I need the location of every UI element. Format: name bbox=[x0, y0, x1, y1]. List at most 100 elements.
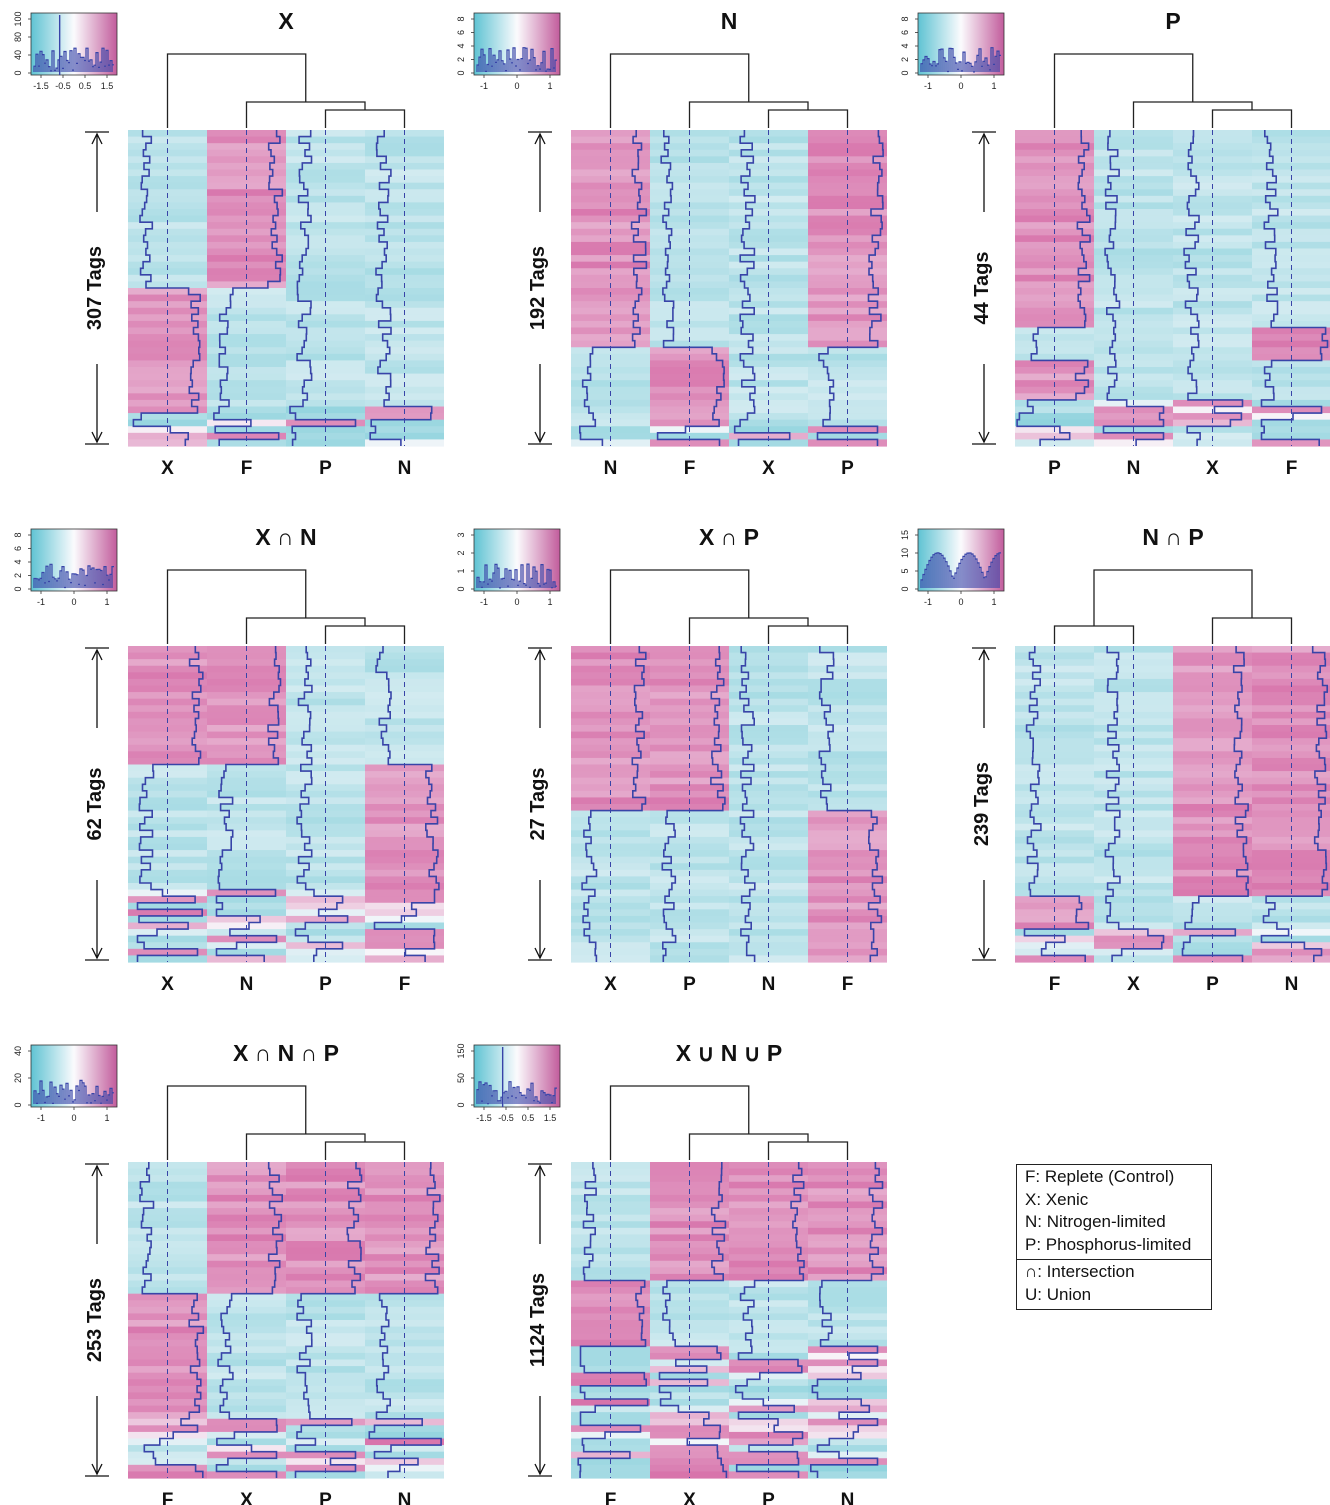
heatmap-cell bbox=[650, 1451, 729, 1459]
key-ytick-label: 0 bbox=[900, 586, 910, 591]
heatmap-cell bbox=[1015, 215, 1094, 223]
heatmap-cell bbox=[286, 215, 365, 223]
heatmap-cell bbox=[808, 1425, 887, 1433]
heatmap-cell bbox=[729, 955, 808, 963]
heatmap-cell bbox=[808, 1352, 887, 1361]
heatmap-cell bbox=[128, 804, 207, 812]
tag-arrow-head bbox=[534, 1463, 546, 1476]
heatmap-cell bbox=[207, 705, 286, 713]
heatmap-cell bbox=[286, 413, 365, 421]
key-ytick-label: 15 bbox=[900, 530, 910, 540]
heatmap-cell bbox=[207, 1346, 286, 1354]
legend-entry-union: U: Union bbox=[1025, 1284, 1092, 1304]
heatmap-cell bbox=[729, 340, 808, 348]
heatmap-cell bbox=[1015, 320, 1094, 329]
heatmap-cell bbox=[1015, 169, 1094, 177]
heatmap-cell bbox=[1094, 929, 1173, 937]
heatmap-cell bbox=[1173, 288, 1252, 296]
heatmap-cell bbox=[286, 1300, 365, 1308]
heatmap-cell bbox=[571, 189, 650, 197]
heatmap-cell bbox=[207, 195, 286, 204]
heatmap-cell bbox=[1015, 222, 1094, 230]
heatmap-cell bbox=[729, 830, 808, 838]
heatmap-cell bbox=[571, 1352, 650, 1361]
heatmap-cell bbox=[365, 1346, 444, 1354]
heatmap-cell bbox=[207, 883, 286, 891]
heatmap-cell bbox=[128, 314, 207, 322]
heatmap-cell bbox=[729, 1471, 808, 1479]
heatmap-cell bbox=[808, 731, 887, 739]
column-trace bbox=[581, 646, 647, 962]
key-ytick-label: 0 bbox=[456, 1102, 466, 1107]
heatmap-cell bbox=[207, 1471, 286, 1479]
heatmap-cell bbox=[650, 659, 729, 667]
column-label: F bbox=[1049, 974, 1061, 995]
key-xtick-label: 0 bbox=[71, 1113, 76, 1123]
heatmap-cell bbox=[650, 784, 729, 792]
heatmap-cell bbox=[571, 288, 650, 296]
heatmap-cell bbox=[571, 294, 650, 302]
heatmap-cell bbox=[571, 665, 650, 673]
heatmap-cell bbox=[571, 830, 650, 838]
heatmap-cell bbox=[571, 955, 650, 963]
column-label: F bbox=[842, 974, 854, 995]
heatmap-cell bbox=[1094, 294, 1173, 302]
panel-title: N ∩ P bbox=[1142, 524, 1203, 550]
heatmap-cell bbox=[571, 929, 650, 937]
panel-title: N bbox=[721, 8, 738, 34]
heatmap-cell bbox=[808, 1280, 887, 1288]
heatmap-cell bbox=[207, 902, 286, 910]
heatmap-cell bbox=[207, 665, 286, 673]
heatmap-cell bbox=[365, 241, 444, 250]
heatmap-cell bbox=[128, 294, 207, 302]
heatmap-cell bbox=[1015, 413, 1094, 421]
column-trace bbox=[294, 1162, 363, 1478]
heatmap-cell bbox=[128, 1418, 207, 1426]
dendrogram-branch bbox=[1093, 569, 1253, 626]
column-trace bbox=[132, 130, 201, 446]
dendrogram-branch bbox=[1132, 101, 1253, 128]
heatmap-cell bbox=[286, 268, 365, 276]
heatmap-cell bbox=[650, 1372, 729, 1380]
heatmap-cell bbox=[128, 836, 207, 845]
column-label: P bbox=[319, 974, 332, 995]
heatmap-cell bbox=[571, 1201, 650, 1209]
column-trace bbox=[136, 646, 204, 962]
heatmap-cell bbox=[729, 705, 808, 713]
column-trace bbox=[818, 646, 884, 962]
heatmap-cell bbox=[207, 149, 286, 157]
heatmap-cell bbox=[808, 419, 887, 427]
heatmap-cell bbox=[571, 902, 650, 910]
heatmap-cell bbox=[1173, 836, 1252, 845]
heatmap-cell bbox=[1015, 340, 1094, 348]
heatmap-cell bbox=[729, 1326, 808, 1334]
heatmap-cell bbox=[1252, 665, 1330, 673]
heatmap-cell bbox=[1094, 367, 1173, 375]
heatmap-cell bbox=[365, 1352, 444, 1361]
heatmap-cell bbox=[650, 1320, 729, 1328]
column-trace bbox=[816, 130, 884, 446]
heatmap-cell bbox=[207, 738, 286, 746]
heatmap-cell bbox=[1094, 386, 1173, 394]
heatmap-cell bbox=[1094, 149, 1173, 157]
heatmap-cell bbox=[650, 195, 729, 204]
heatmap-cell bbox=[286, 902, 365, 910]
key-xtick-label: 1.5 bbox=[101, 81, 114, 91]
column-label: X bbox=[683, 1490, 696, 1505]
heatmap-cell bbox=[808, 1273, 887, 1282]
key-ytick-label: 8 bbox=[900, 16, 910, 21]
key-histogram bbox=[476, 47, 557, 73]
key-ytick-label: 0 bbox=[13, 586, 23, 591]
heatmap-cell bbox=[365, 1300, 444, 1308]
heatmap-cell bbox=[650, 1273, 729, 1282]
column-label: P bbox=[319, 458, 332, 479]
heatmap-cell bbox=[650, 314, 729, 322]
heatmap-cell bbox=[808, 393, 887, 401]
heatmap-cell bbox=[286, 738, 365, 746]
key-ytick-label: 0 bbox=[456, 586, 466, 591]
heatmap-cell bbox=[128, 685, 207, 693]
heatmap-cell bbox=[365, 294, 444, 302]
heatmap-cell bbox=[1252, 248, 1330, 256]
heatmap-cell bbox=[286, 1445, 365, 1453]
heatmap-cell bbox=[365, 935, 444, 943]
